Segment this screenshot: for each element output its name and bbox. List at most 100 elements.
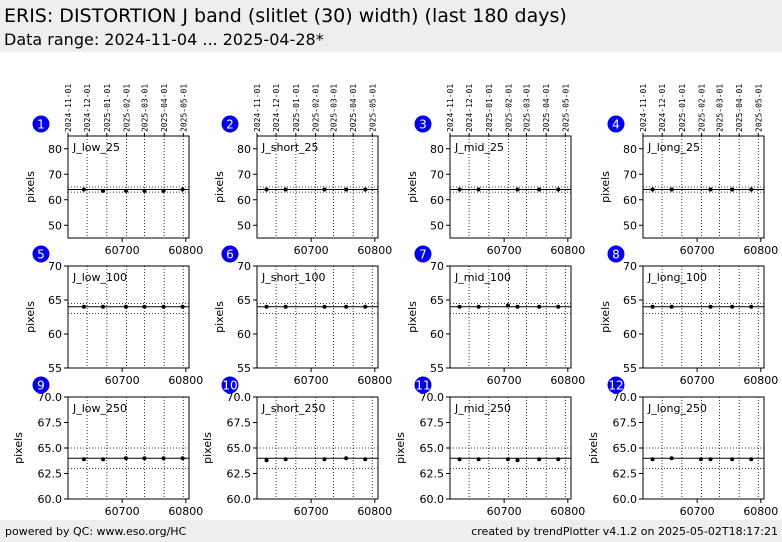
data-point xyxy=(142,304,147,309)
data-point xyxy=(123,456,128,461)
y-tick-label: 70.0 xyxy=(38,391,63,404)
panel-number-badge xyxy=(414,245,432,263)
y-tick-label: 62.5 xyxy=(227,468,252,481)
panel-number: 11 xyxy=(415,379,430,393)
y-tick-label: 55 xyxy=(237,362,251,375)
data-point xyxy=(556,304,561,309)
y-tick-label: 60.0 xyxy=(613,493,638,506)
x-tick-label: 60800 xyxy=(550,505,585,518)
data-point xyxy=(363,457,368,462)
panel-number-badge xyxy=(607,245,625,263)
y-tick-label: 65.0 xyxy=(613,442,638,455)
y-tick-label: 60 xyxy=(623,194,637,207)
panel-number: 5 xyxy=(37,248,45,262)
data-point xyxy=(283,304,288,309)
panel-1: 50 60 70 80 60700 60800 2024-11-01 2024-12-01 20… xyxy=(24,84,203,257)
data-point xyxy=(708,457,713,462)
y-tick-label: 55 xyxy=(623,362,637,375)
panel-number-badge xyxy=(414,115,432,133)
x-tick-label: 60700 xyxy=(105,505,140,518)
panel-label: J_low_250 xyxy=(72,402,127,415)
header-bar: ERIS: DISTORTION J band (slitlet (30) wi… xyxy=(0,0,782,52)
y-tick-label: 70 xyxy=(623,260,637,273)
data-point xyxy=(344,456,349,461)
panel-number: 3 xyxy=(419,118,427,132)
date-tick-label: 2024-12-01 xyxy=(658,84,667,132)
data-point xyxy=(515,187,520,192)
y-tick-label: 50 xyxy=(430,219,444,232)
data-point xyxy=(669,456,674,461)
panel-label: J_mid_250 xyxy=(454,402,511,415)
x-tick-label: 60800 xyxy=(550,244,585,257)
panel-number-badge xyxy=(607,115,625,133)
panel-number: 7 xyxy=(419,248,427,262)
date-tick-label: 2025-03-01 xyxy=(329,84,338,132)
axes-frame xyxy=(67,265,190,369)
panel-number-badge xyxy=(32,376,50,394)
data-point xyxy=(476,187,481,192)
x-tick-label: 60800 xyxy=(743,244,778,257)
y-tick-label: 65 xyxy=(48,294,62,307)
data-point xyxy=(698,457,703,462)
y-tick-label: 70 xyxy=(623,168,637,181)
data-point xyxy=(730,457,735,462)
data-point xyxy=(457,457,462,462)
date-tick-label: 2025-02-01 xyxy=(312,84,321,132)
y-tick-label: 70 xyxy=(48,168,62,181)
panel-label: J_long_25 xyxy=(647,141,700,154)
data-point xyxy=(264,304,269,309)
y-tick-label: 65 xyxy=(237,294,251,307)
data-point xyxy=(81,457,86,462)
date-tick-label: 2024-12-01 xyxy=(465,84,474,132)
y-tick-label: 65.0 xyxy=(38,442,63,455)
panel-label: J_low_25 xyxy=(72,141,120,154)
y-axis-label: pixels xyxy=(394,432,407,464)
data-point xyxy=(708,304,713,309)
y-tick-label: 80 xyxy=(430,143,444,156)
data-point xyxy=(142,188,147,193)
data-point xyxy=(537,304,542,309)
data-point xyxy=(161,188,166,193)
data-point xyxy=(344,187,349,192)
date-tick-label: 2024-11-01 xyxy=(446,84,455,132)
data-point xyxy=(123,188,128,193)
panel-number: 8 xyxy=(612,248,620,262)
panel-2: 50 60 70 80 60700 60800 2024-11-01 2024-12-01 20… xyxy=(213,84,392,257)
panel-6: 55 60 65 70 60700 60800 pixels J_short_100 6 xyxy=(213,245,392,387)
date-tick-label: 2025-03-01 xyxy=(522,84,531,132)
x-tick-label: 60800 xyxy=(357,374,392,387)
data-point xyxy=(650,457,655,462)
x-tick-label: 60700 xyxy=(105,374,140,387)
data-point xyxy=(363,187,368,192)
data-point xyxy=(264,187,269,192)
data-point xyxy=(749,457,754,462)
x-tick-label: 60800 xyxy=(550,374,585,387)
data-point xyxy=(101,457,106,462)
panel-4: 50 60 70 80 60700 60800 2024-11-01 2024-12-01 20… xyxy=(599,84,778,257)
y-tick-label: 60.0 xyxy=(227,493,252,506)
y-tick-label: 60 xyxy=(430,328,444,341)
data-point xyxy=(81,187,86,192)
data-point xyxy=(363,304,368,309)
date-tick-label: 2025-04-01 xyxy=(735,84,744,132)
panel-number-badge xyxy=(32,245,50,263)
y-tick-label: 60 xyxy=(237,328,251,341)
y-tick-label: 80 xyxy=(48,143,62,156)
footer-created: created by trendPlotter v4.1.2 on 2025-0… xyxy=(471,525,778,538)
date-tick-label: 2025-04-01 xyxy=(160,84,169,132)
data-point xyxy=(123,304,128,309)
date-tick-label: 2025-03-01 xyxy=(140,84,149,132)
axes-frame xyxy=(256,135,379,239)
y-tick-label: 70.0 xyxy=(613,391,638,404)
y-tick-label: 65.0 xyxy=(420,442,445,455)
panel-label: J_short_100 xyxy=(261,271,326,284)
data-point xyxy=(650,304,655,309)
x-tick-label: 60800 xyxy=(357,244,392,257)
panel-number: 1 xyxy=(37,118,45,132)
data-point xyxy=(457,187,462,192)
panel-label: J_short_250 xyxy=(261,402,326,415)
y-tick-label: 70 xyxy=(430,168,444,181)
y-tick-label: 62.5 xyxy=(38,468,63,481)
y-tick-label: 70 xyxy=(48,260,62,273)
y-tick-label: 50 xyxy=(237,219,251,232)
